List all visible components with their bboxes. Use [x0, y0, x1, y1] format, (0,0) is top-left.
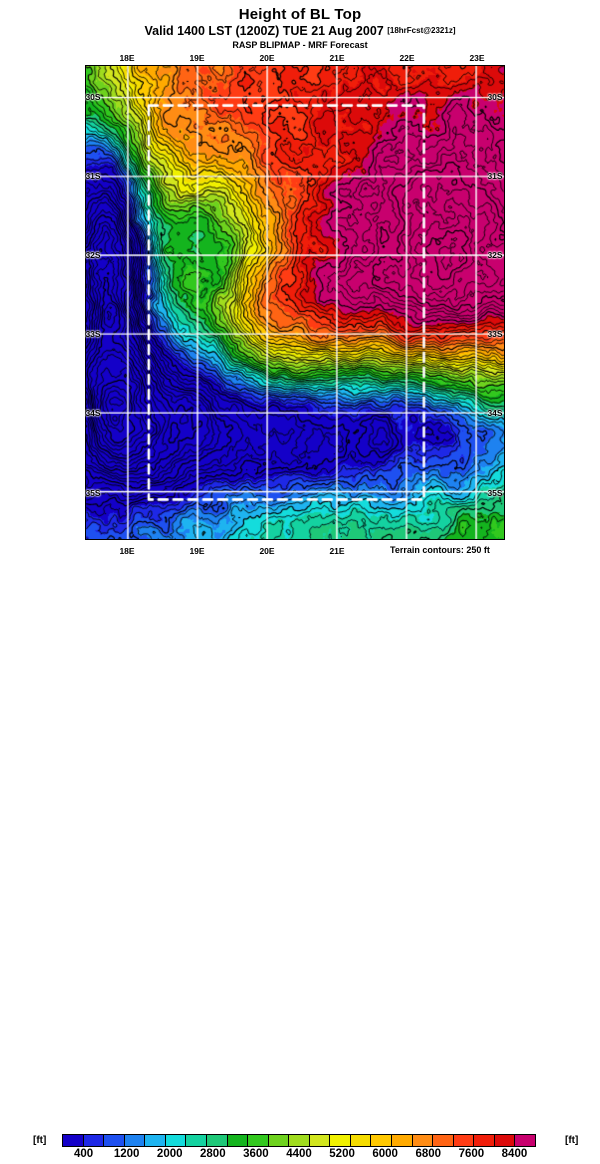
forecast-chart-page: Height of BL Top Valid 1400 LST (1200Z) …: [0, 6, 600, 1160]
colorbar-swatch: [289, 1135, 310, 1146]
colorbar-swatches: [62, 1134, 536, 1147]
lon-tick-top: 20E: [259, 53, 275, 63]
colorbar-swatch: [104, 1135, 125, 1146]
bl-top-heatmap: [86, 66, 504, 539]
lat-tick-right: 32S: [487, 250, 503, 260]
colorbar-swatch: [124, 1135, 146, 1146]
lon-tick-top: 23E: [469, 53, 485, 63]
colorbar-swatch: [186, 1135, 207, 1146]
colorbar-tick-label: 2800: [200, 1148, 226, 1160]
colorbar-swatch: [206, 1135, 228, 1146]
colorbar-swatch: [494, 1135, 516, 1146]
lat-tick-left: 31S: [85, 170, 101, 181]
lon-tick-top: 19E: [189, 53, 205, 63]
colorbar-tick-label: 1200: [113, 1148, 140, 1160]
lat-tick-left: 33S: [85, 329, 101, 340]
lat-tick-left: 30S: [85, 91, 101, 102]
colorbar-tick-label: 6000: [372, 1148, 398, 1160]
lon-tick-top: 21E: [329, 53, 345, 63]
page-title: Height of BL Top: [238, 6, 362, 23]
colorbar-tick-label: 8400: [501, 1148, 528, 1160]
lon-tick-top: 22E: [399, 53, 415, 63]
colorbar-tick-label: 6800: [415, 1148, 442, 1160]
lon-tick-bottom: 20E: [259, 546, 275, 556]
lat-tick-right: 30S: [487, 91, 503, 102]
model-line: RASP BLIPMAP - MRF Forecast: [232, 40, 368, 50]
colorbar-swatch: [227, 1135, 249, 1146]
colorbar-swatch: [474, 1135, 495, 1146]
valid-time-line: Valid 1400 LST (1200Z) TUE 21 Aug 2007 […: [0, 23, 600, 39]
lon-tick-bottom: 18E: [119, 546, 135, 556]
lat-tick-right: 35S: [487, 487, 503, 498]
lat-tick-left: 35S: [85, 487, 101, 498]
terrain-contour-note: Terrain contours: 250 ft: [390, 545, 490, 555]
colorbar-tick-labels: 400 1200 2000 2800 3600 4400 5200 6000 6800 7600 8…: [0, 1148, 600, 1164]
colorbar-tick-label: 4400: [286, 1148, 312, 1160]
lon-tick-top: 18E: [119, 53, 135, 63]
colorbar-swatch: [433, 1135, 454, 1146]
lon-tick-bottom: 21E: [329, 546, 345, 556]
lat-tick-left: 34S: [85, 408, 101, 419]
title-block: Height of BL Top Valid 1400 LST (1200Z) …: [0, 6, 600, 51]
colorbar-swatch: [248, 1135, 269, 1146]
colorbar-swatch: [309, 1135, 331, 1146]
lon-tick-bottom: 19E: [189, 546, 205, 556]
colorbar-swatch: [412, 1135, 434, 1146]
colorbar-swatch: [453, 1135, 475, 1146]
colorbar-tick-label: 7600: [458, 1148, 485, 1160]
colorbar-swatch: [350, 1135, 372, 1146]
colorbar-unit-right: [ft]: [565, 1135, 579, 1146]
colorbar-swatch: [165, 1135, 187, 1146]
valid-time-text: Valid 1400 LST (1200Z) TUE 21 Aug 2007: [144, 24, 384, 38]
lat-tick-left: 32S: [85, 250, 101, 260]
forecast-stamp: [18hrFcst@2321z]: [387, 26, 456, 35]
lat-tick-right: 31S: [487, 170, 503, 181]
colorbar-swatch: [63, 1135, 84, 1146]
lat-tick-right: 33S: [487, 329, 503, 340]
colorbar-swatch: [392, 1135, 413, 1146]
colorbar-swatch: [371, 1135, 392, 1146]
map-plot-area: [85, 65, 505, 540]
colorbar-swatch: [83, 1135, 105, 1146]
colorbar-unit-left: [ft]: [33, 1135, 47, 1146]
colorbar-tick-label: 3600: [243, 1148, 269, 1160]
colorbar-tick-label: 400: [73, 1148, 94, 1160]
colorbar-swatch: [515, 1135, 535, 1146]
colorbar-swatch: [268, 1135, 290, 1146]
colorbar-tick-label: 5200: [329, 1148, 355, 1160]
colorbar-tick-label: 2000: [156, 1148, 183, 1160]
colorbar-swatch: [330, 1135, 351, 1146]
lat-tick-right: 34S: [487, 408, 503, 419]
colorbar-region: [ft] [ft] 400 1200 2000 2800 3600 4400 5200 600…: [0, 566, 600, 1160]
colorbar-swatch: [145, 1135, 166, 1146]
